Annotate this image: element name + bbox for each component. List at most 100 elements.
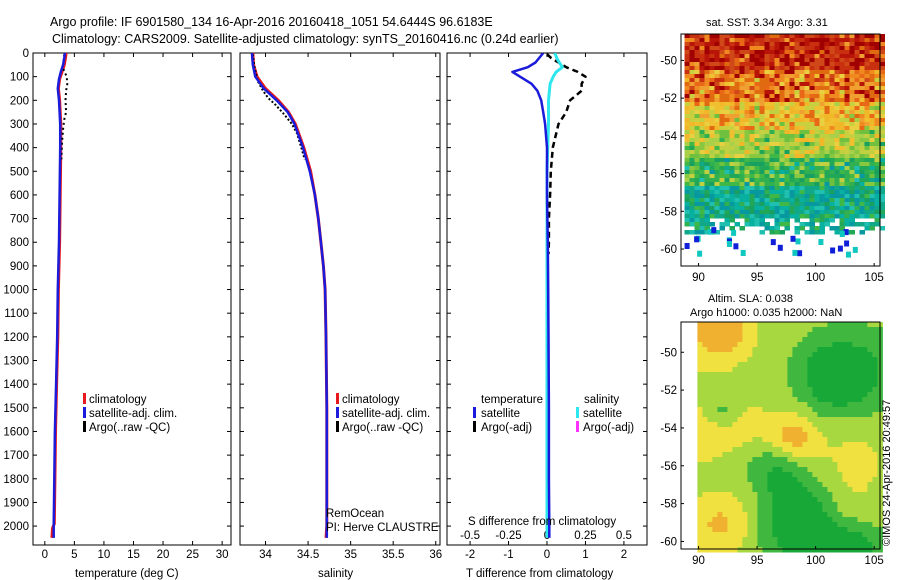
sla-cell (817, 332, 823, 338)
sla-map-title: Altim. SLA: 0.038 (708, 293, 793, 305)
sla-cell (852, 447, 858, 453)
sla-cell (847, 352, 853, 358)
sst-cell (879, 214, 885, 219)
sst-cell (829, 110, 835, 115)
sst-cell (689, 134, 695, 139)
sst-cell (709, 126, 715, 131)
sst-cell (774, 130, 780, 135)
sst-cell (834, 194, 840, 199)
sla-cell (747, 462, 753, 468)
sla-cell (727, 372, 733, 378)
sla-cell (827, 507, 833, 513)
sst-cell (699, 122, 705, 127)
sst-cell (849, 90, 855, 95)
sst-cell (719, 102, 725, 107)
sla-cell (822, 532, 828, 538)
sst-cell (684, 42, 690, 47)
sst-cell (694, 186, 700, 191)
sst-cell (859, 202, 865, 207)
sst-cell (769, 202, 775, 207)
sst-cell (829, 82, 835, 87)
sst-cell (729, 210, 735, 215)
sst-cell (729, 82, 735, 87)
sla-cell (747, 427, 753, 433)
sst-cell (854, 114, 860, 119)
sla-cell (857, 372, 863, 378)
sst-cell (869, 102, 875, 107)
sst-cell (694, 114, 700, 119)
sst-cell (824, 110, 830, 115)
x-tick-label: 34.5 (297, 549, 319, 561)
sst-cell (779, 54, 785, 59)
sla-cell (737, 347, 743, 353)
sst-cell (734, 142, 740, 147)
sla-cell (797, 487, 803, 493)
sst-cell (694, 146, 700, 151)
sst-cell (829, 50, 835, 55)
y-tick-label: 1400 (3, 379, 29, 391)
sst-cell (724, 106, 730, 111)
sla-cell (717, 362, 723, 368)
sla-cell (717, 357, 723, 363)
sla-cell (707, 442, 713, 448)
sst-cell (794, 58, 800, 63)
sst-cell (819, 226, 825, 231)
sst-cell (839, 231, 845, 237)
sla-cell (842, 322, 848, 328)
sla-cell (782, 457, 788, 463)
sla-cell (827, 522, 833, 528)
sla-cell (812, 537, 818, 543)
sst-cell (874, 126, 880, 131)
sst-cell (699, 194, 705, 199)
sla-cell (772, 452, 778, 458)
sst-cell (749, 190, 755, 195)
sst-cell (824, 106, 830, 111)
sst-cell (689, 66, 695, 71)
sst-cell (824, 150, 830, 155)
sla-cell (822, 402, 828, 408)
sla-cell (822, 342, 828, 348)
sst-cell (729, 86, 735, 91)
sst-cell (749, 150, 755, 155)
sla-cell (867, 432, 873, 438)
sla-cell (802, 522, 808, 528)
sla-cell (767, 542, 773, 548)
sla-cell (727, 487, 733, 493)
sla-cell (807, 412, 813, 418)
sst-cell (864, 190, 870, 195)
sst-cell (684, 218, 690, 223)
sla-cell (817, 442, 823, 448)
x2-tick-label: -0.25 (495, 530, 521, 542)
sla-cell (712, 502, 718, 508)
sla-cell (807, 477, 813, 483)
sla-cell (807, 417, 813, 423)
sla-cell (742, 397, 748, 403)
sla-cell (752, 442, 758, 448)
y-tick-label: 0 (23, 48, 29, 60)
sst-cell (794, 162, 800, 167)
sla-cell (717, 427, 723, 433)
sst-cell (819, 70, 825, 75)
sst-cell (844, 118, 850, 123)
sst-cell (834, 114, 840, 119)
sst-cell (729, 58, 735, 63)
sst-cell (804, 178, 810, 183)
sst-cell (759, 206, 765, 211)
sla-cell (872, 357, 878, 363)
sst-cell (879, 154, 885, 159)
sst-cell (864, 46, 870, 51)
sst-cell (734, 34, 740, 39)
sst-cell (714, 158, 720, 163)
sla-cell (827, 352, 833, 358)
sst-cell (774, 70, 780, 75)
sst-cell (769, 194, 775, 199)
sla-cell (737, 327, 743, 333)
sla-cell (792, 407, 798, 413)
sst-cell (689, 138, 695, 143)
sla-cell (852, 547, 858, 553)
sst-cell (834, 102, 840, 107)
sla-cell (822, 397, 828, 403)
sla-cell (817, 327, 823, 333)
sst-cell (709, 90, 715, 95)
sla-cell (807, 337, 813, 343)
